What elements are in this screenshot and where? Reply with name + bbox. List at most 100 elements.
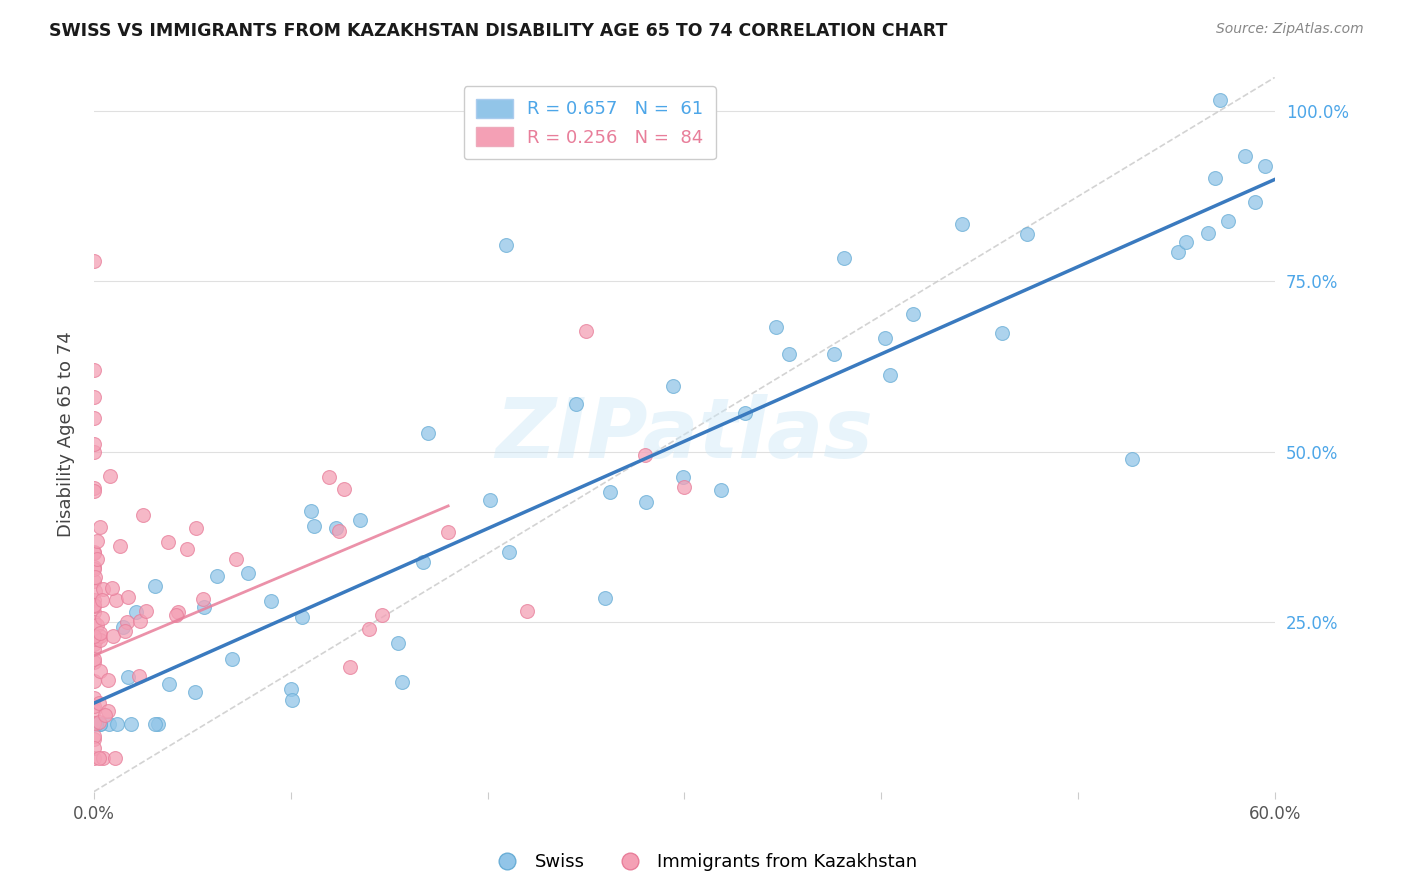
Point: [412, 555, 434, 569]
Point: [87, 750, 110, 764]
Point: [89, 716, 111, 731]
Point: [143, 716, 166, 731]
Point: [83, 629, 105, 643]
Point: [1204, 170, 1226, 185]
Point: [83, 598, 105, 612]
Point: [205, 569, 228, 583]
Point: [128, 614, 150, 628]
Point: [280, 681, 302, 696]
Point: [259, 593, 281, 607]
Text: SWISS VS IMMIGRANTS FROM KAZAKHSTAN DISABILITY AGE 65 TO 74 CORRELATION CHART: SWISS VS IMMIGRANTS FROM KAZAKHSTAN DISA…: [49, 22, 948, 40]
Point: [89, 632, 111, 647]
Point: [879, 368, 901, 383]
Point: [97, 704, 120, 718]
Point: [83, 592, 105, 607]
Point: [83, 615, 105, 629]
Point: [184, 521, 207, 535]
Point: [339, 660, 361, 674]
Point: [349, 513, 371, 527]
Y-axis label: Disability Age 65 to 74: Disability Age 65 to 74: [58, 332, 75, 537]
Text: ZIPatlas: ZIPatlas: [495, 394, 873, 475]
Point: [101, 629, 124, 643]
Point: [516, 604, 538, 618]
Point: [1216, 214, 1239, 228]
Point: [91, 750, 114, 764]
Point: [84, 716, 107, 731]
Point: [111, 620, 134, 634]
Point: [225, 551, 247, 566]
Point: [83, 570, 105, 584]
Point: [86, 534, 108, 549]
Point: [83, 559, 105, 574]
Point: [1234, 148, 1257, 162]
Point: [1244, 194, 1267, 209]
Point: [131, 508, 153, 523]
Point: [599, 484, 621, 499]
Point: [1175, 235, 1198, 250]
Point: [634, 448, 657, 462]
Point: [391, 675, 413, 690]
Point: [89, 716, 111, 731]
Point: [91, 582, 114, 597]
Point: [565, 397, 588, 411]
Point: [302, 519, 325, 533]
Point: [101, 581, 124, 595]
Point: [125, 605, 148, 619]
Point: [437, 525, 460, 540]
Point: [117, 670, 139, 684]
Point: [325, 521, 347, 535]
Point: [89, 665, 111, 679]
Point: [83, 363, 105, 377]
Point: [83, 690, 105, 705]
Point: [94, 708, 117, 723]
Point: [86, 618, 108, 632]
Point: [359, 622, 381, 636]
Point: [83, 716, 105, 731]
Point: [83, 732, 105, 747]
Point: [193, 599, 215, 614]
Point: [105, 593, 128, 607]
Point: [83, 410, 105, 425]
Point: [495, 238, 517, 252]
Point: [634, 495, 657, 509]
Point: [950, 217, 973, 231]
Point: [83, 574, 105, 589]
Text: Source: ZipAtlas.com: Source: ZipAtlas.com: [1216, 22, 1364, 37]
Point: [120, 716, 142, 731]
Point: [110, 539, 132, 553]
Point: [83, 703, 105, 717]
Point: [299, 503, 322, 517]
Point: [332, 482, 354, 496]
Point: [83, 584, 105, 599]
Point: [98, 469, 121, 483]
Point: [832, 252, 855, 266]
Point: [1015, 227, 1038, 242]
Point: [114, 624, 136, 638]
Point: [991, 326, 1014, 340]
Point: [84, 632, 107, 647]
Point: [143, 579, 166, 593]
Point: [89, 697, 111, 711]
Point: [117, 590, 139, 604]
Point: [280, 693, 302, 707]
Point: [91, 592, 114, 607]
Point: [291, 610, 314, 624]
Point: [387, 636, 409, 650]
Point: [89, 629, 111, 643]
Point: [710, 483, 733, 497]
Point: [83, 641, 105, 656]
Point: [83, 637, 105, 651]
Point: [83, 652, 105, 666]
Point: [115, 615, 138, 629]
Point: [90, 611, 112, 625]
Point: [1197, 226, 1219, 240]
Point: [83, 483, 105, 498]
Point: [97, 673, 120, 688]
Point: [661, 379, 683, 393]
Point: [328, 524, 350, 538]
Point: [479, 492, 502, 507]
Point: [83, 562, 105, 576]
Point: [901, 307, 924, 321]
Point: [734, 406, 756, 420]
Point: [83, 698, 105, 713]
